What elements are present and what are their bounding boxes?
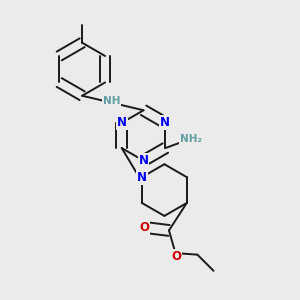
Text: N: N	[139, 154, 148, 167]
Text: N: N	[117, 116, 127, 129]
Text: N: N	[160, 116, 170, 129]
Text: O: O	[171, 250, 181, 263]
Text: N: N	[137, 171, 147, 184]
Text: NH: NH	[103, 96, 121, 106]
Text: NH₂: NH₂	[180, 134, 202, 144]
Text: O: O	[139, 221, 149, 234]
